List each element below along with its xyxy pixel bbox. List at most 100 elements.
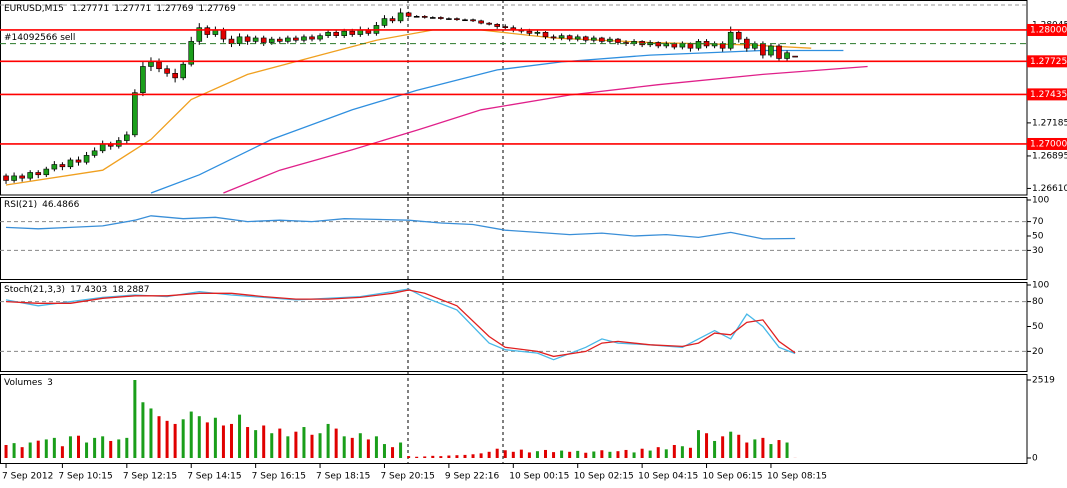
volume-bar [713, 440, 717, 458]
candle-body [381, 18, 388, 26]
volume-bar [471, 454, 475, 458]
candle-body [156, 61, 162, 70]
candle-body [75, 159, 82, 163]
volume-bar [423, 456, 427, 458]
volume-bar [688, 447, 692, 458]
volume-bar [181, 419, 185, 458]
y-tick-label: 1.26610 [1032, 184, 1067, 194]
volume-bar [229, 423, 233, 458]
volume-bar [608, 451, 612, 458]
x-tick-label: 10 Sep 08:15 [767, 472, 827, 482]
volume-bar [125, 437, 129, 458]
y-tick-label: 100 [1032, 196, 1049, 206]
candle-body [776, 45, 782, 59]
candle-body [566, 35, 573, 40]
candle-body [244, 36, 251, 42]
volume-bar [745, 442, 749, 458]
x-tick-label: 7 Sep 14:15 [187, 472, 241, 482]
x-tick-label: 10 Sep 06:15 [703, 472, 763, 482]
volume-bar [624, 449, 628, 458]
volume-bar [44, 439, 48, 458]
candle-body [188, 41, 195, 65]
y-tick-label: 50 [1032, 322, 1044, 332]
volume-bar [262, 425, 266, 458]
volume-bar [535, 451, 539, 458]
candle-body [43, 168, 50, 176]
volume-bar [495, 448, 499, 458]
x-tick-label: 10 Sep 02:15 [574, 472, 634, 482]
candle-body [11, 175, 17, 181]
volume-bar [60, 446, 64, 458]
candle-body [591, 37, 597, 41]
volume-bar [310, 434, 314, 458]
candle-body [470, 19, 476, 22]
volume-title: Volumes 3 [4, 378, 53, 388]
volume-bar [374, 436, 378, 458]
volume-bar [487, 451, 491, 458]
volume-bar [511, 451, 515, 458]
volume-bar [503, 450, 507, 458]
y-tick-label: 1.27185 [1032, 118, 1067, 128]
rsi-title: RSI(21) 46.4866 [4, 200, 80, 210]
level-label-box [1027, 137, 1067, 150]
candle-body [735, 31, 742, 40]
candle-body [252, 37, 259, 42]
volume-bar [342, 436, 346, 458]
x-tick-label: 10 Sep 04:15 [638, 472, 698, 482]
volume-bar [785, 442, 789, 458]
volume-bar [672, 444, 676, 458]
stoch-title: Stoch(21,3,3) 17.4303 18.2887 [4, 285, 150, 295]
candle-body [35, 172, 42, 176]
candle-body [550, 36, 557, 39]
volume-bar [246, 427, 250, 458]
candle-body [413, 16, 420, 18]
candle-body [719, 43, 726, 49]
level-label-box [1027, 23, 1067, 36]
volume-bar [705, 433, 709, 458]
volume-bar [616, 451, 620, 458]
level-label-box [1027, 88, 1067, 101]
candle-body [260, 37, 267, 43]
volume-bar [350, 437, 354, 458]
volume-bar [600, 450, 604, 458]
candle-body [333, 31, 339, 36]
volume-bar [399, 442, 403, 458]
volume-bar [28, 442, 32, 458]
volume-bar [568, 451, 572, 458]
x-tick-label: 9 Sep 22:16 [445, 472, 500, 482]
candle-body [180, 63, 186, 79]
candle-body [760, 43, 766, 56]
y-tick-label: 70 [1032, 217, 1044, 227]
candle-body [309, 36, 315, 40]
level-label-box [1027, 55, 1067, 68]
volume-bar [769, 444, 773, 458]
volume-bar [318, 433, 322, 458]
candle-body [172, 73, 178, 79]
volume-bar [189, 411, 193, 458]
y-tick-label: 0 [1032, 454, 1038, 464]
volume-bar [640, 448, 644, 458]
level-label: 1.27000 [1030, 139, 1067, 149]
volume-bar [101, 436, 105, 458]
candle-body [389, 18, 396, 22]
main-title: EURUSD,M15 1.27771 1.27771 1.27769 1.27769 [4, 4, 236, 14]
y-tick-label: 20 [1032, 347, 1044, 357]
volume-bar [4, 444, 8, 458]
candle-body [462, 19, 468, 22]
volume-bar [68, 436, 72, 458]
candle-body [325, 31, 331, 36]
volume-bar [382, 444, 386, 458]
volume-bar [407, 456, 411, 458]
candle-body [574, 36, 581, 40]
volume-bar [326, 423, 330, 458]
volume-bar [254, 430, 258, 458]
candle-body [687, 43, 694, 49]
candle-body [438, 17, 444, 19]
candle-body [59, 164, 66, 168]
candle-body [792, 55, 798, 58]
candle-body [421, 16, 428, 18]
x-tick-label: 7 Sep 10:15 [58, 472, 112, 482]
candle-body [405, 12, 412, 17]
candle-body [534, 31, 541, 34]
volume-bar [463, 454, 467, 458]
